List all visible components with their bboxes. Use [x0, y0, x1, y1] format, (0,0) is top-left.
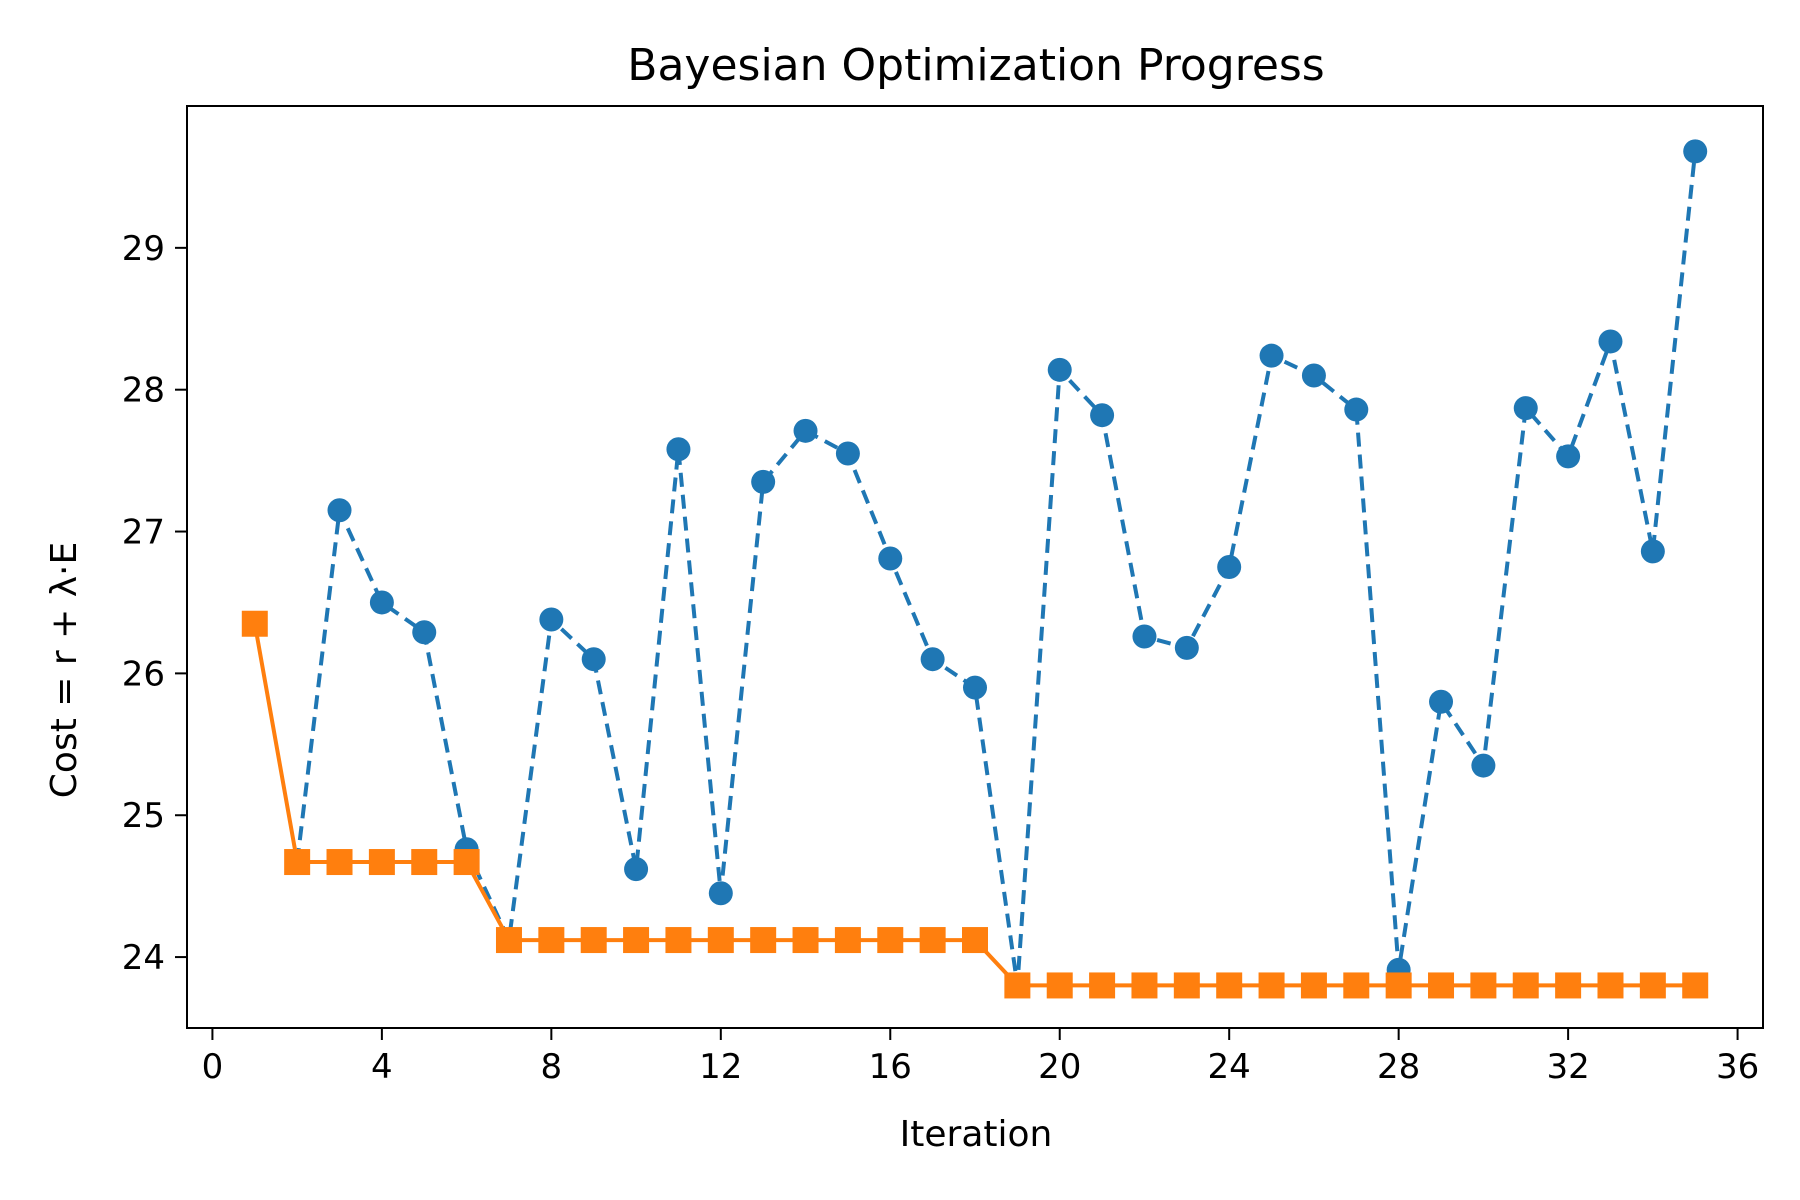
y-tick-label: 26 — [122, 654, 165, 694]
series-1-point — [708, 881, 733, 906]
series-2-point — [1343, 972, 1370, 999]
series-1-point — [920, 647, 945, 672]
series-1-point — [1683, 139, 1708, 164]
series-1-point — [963, 675, 987, 700]
series-2-point — [1470, 972, 1497, 999]
series-1-point — [1090, 403, 1115, 428]
series-2-point — [707, 927, 734, 954]
series-2-point — [1682, 972, 1709, 999]
y-tick-label: 27 — [122, 513, 165, 553]
series-2-point — [962, 927, 988, 954]
series-2-point — [1555, 972, 1582, 999]
series-2-point — [877, 927, 904, 954]
x-tick-label: 24 — [1208, 1047, 1251, 1087]
series-2 — [241, 610, 1709, 999]
plot-series — [241, 139, 1709, 999]
y-tick-label: 29 — [122, 229, 165, 269]
series-2-point — [750, 927, 777, 954]
series-2-point — [411, 849, 438, 876]
y-axis-label: Cost = r + λ·E — [44, 542, 85, 798]
series-2-point — [284, 849, 311, 876]
series-2-point — [1639, 972, 1666, 999]
series-1-point — [1344, 397, 1369, 422]
x-tick-label: 8 — [541, 1047, 563, 1087]
x-tick-label: 20 — [1038, 1047, 1081, 1087]
series-2-point — [1300, 972, 1327, 999]
y-tick-label: 25 — [122, 796, 165, 836]
x-tick-label: 12 — [699, 1047, 742, 1087]
series-2-point — [792, 927, 819, 954]
x-axis-ticks: 0 4 8 12 16 20 24 28 32 36 — [202, 1028, 1759, 1087]
x-tick-label: 4 — [371, 1047, 393, 1087]
series-2-point — [1385, 972, 1412, 999]
series-1-point — [1513, 396, 1538, 421]
series-2-point — [1173, 972, 1200, 999]
series-1-point — [369, 590, 394, 615]
y-axis-ticks: 24 25 26 27 28 29 — [122, 229, 187, 978]
series-1-point — [751, 469, 776, 494]
series-2-point — [1512, 972, 1539, 999]
series-1-point — [1429, 689, 1454, 714]
chart-title: Bayesian Optimization Progress — [627, 40, 1324, 91]
series-1-point — [666, 437, 691, 462]
series-1-point — [878, 546, 903, 571]
series-2-point — [834, 927, 861, 954]
series-2-point — [1216, 972, 1243, 999]
x-tick-label: 16 — [869, 1047, 912, 1087]
series-2-point — [1258, 972, 1285, 999]
x-tick-label: 28 — [1377, 1047, 1420, 1087]
series-2-point — [326, 849, 353, 876]
series-2-point — [665, 927, 692, 954]
series-1-point — [1132, 624, 1157, 649]
series-2-point — [538, 927, 565, 954]
x-tick-label: 36 — [1716, 1047, 1759, 1087]
series-2-point — [453, 849, 480, 876]
series-2-point — [623, 927, 650, 954]
series-1-line — [295, 151, 1698, 988]
series-2-point — [1428, 972, 1455, 999]
series-1-point — [1471, 753, 1496, 778]
x-tick-label: 0 — [202, 1047, 224, 1087]
series-1-point — [1174, 635, 1199, 660]
x-axis-label: Iteration — [900, 1114, 1053, 1155]
series-2-point — [580, 927, 607, 954]
series-1-point — [793, 418, 818, 443]
series-1-point — [1598, 329, 1623, 354]
series-2-point — [1089, 972, 1116, 999]
series-1-point — [1556, 444, 1581, 469]
series-1-point — [1640, 539, 1665, 564]
series-2-point — [368, 849, 395, 876]
series-2-point — [1131, 972, 1158, 999]
series-1-point — [1217, 555, 1242, 579]
y-tick-label: 24 — [122, 938, 165, 978]
series-1-point — [1301, 363, 1326, 388]
series-1-point — [412, 620, 437, 645]
x-tick-label: 32 — [1546, 1047, 1589, 1087]
series-1-point — [624, 857, 649, 882]
series-2-point — [1004, 972, 1031, 999]
series-2-point — [919, 927, 946, 954]
series-1-point — [539, 607, 564, 632]
series-2-point — [495, 927, 522, 954]
series-2-point — [241, 610, 268, 637]
plot-area-frame — [186, 105, 1764, 1029]
series-1-point — [1047, 357, 1072, 382]
series-1-point — [327, 498, 352, 523]
series-1-point — [1259, 343, 1284, 368]
series-2-point — [1046, 972, 1073, 999]
series-1-point — [581, 647, 606, 672]
series-2-point — [1597, 972, 1624, 999]
y-tick-label: 28 — [122, 371, 165, 411]
series-1-point — [835, 441, 860, 466]
series-1 — [285, 139, 1708, 998]
